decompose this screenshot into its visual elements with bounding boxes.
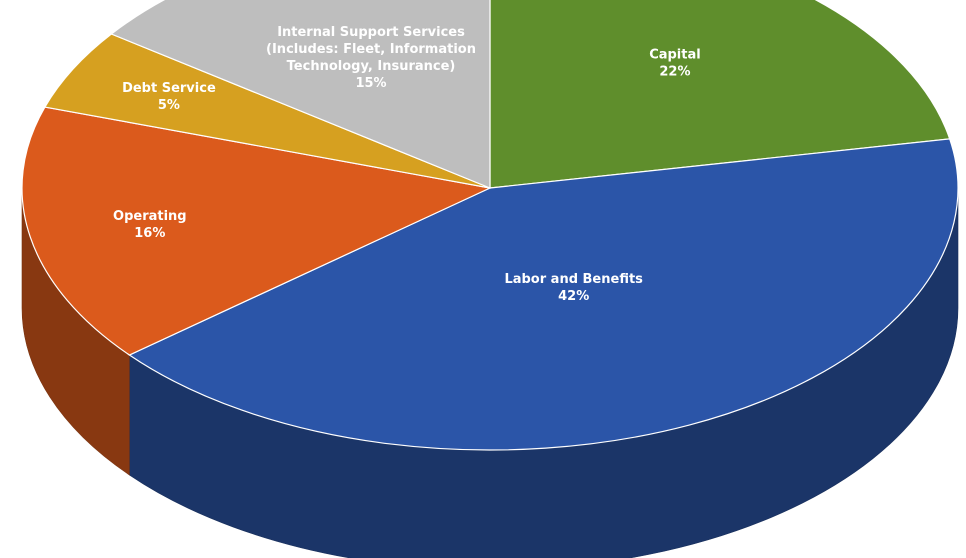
pie-labels: Capital 22% Labor and Benefits 42% Operating… xyxy=(113,25,701,304)
pie-slice-internal-support-services xyxy=(110,0,491,189)
slice-value-label: 15% xyxy=(355,76,386,91)
slice-value-label: 22% xyxy=(659,64,690,79)
slice-name-line: Capital xyxy=(649,47,701,62)
pie-slice-debt-service xyxy=(43,33,491,189)
slice-label-labor-and-benefits: Labor and Benefits 42% xyxy=(504,272,643,304)
slice-name-line: Internal Support Services xyxy=(277,25,465,40)
slice-name-line: Debt Service xyxy=(122,81,216,96)
slice-name-line: Operating xyxy=(113,209,187,224)
pie-slice-labor-and-benefits xyxy=(128,138,959,451)
slice-value-label: 16% xyxy=(134,226,165,241)
slice-label-internal-support-services: Internal Support Services (Includes: Flee… xyxy=(266,25,476,91)
pie-slice-capital xyxy=(489,0,951,189)
slice-label-debt-service: Debt Service 5% xyxy=(122,81,216,113)
slice-value-label: 42% xyxy=(558,289,589,304)
slice-label-operating: Operating 16% xyxy=(113,209,187,241)
slice-name-line: (Includes: Fleet, Information xyxy=(266,42,476,57)
pie-top-faces xyxy=(21,0,959,451)
pie-slice-operating xyxy=(21,106,492,356)
slice-value-label: 5% xyxy=(158,98,180,113)
slice-label-capital: Capital 22% xyxy=(649,47,701,79)
slice-name-line: Technology, Insurance) xyxy=(287,59,456,74)
slice-name-line: Labor and Benefits xyxy=(504,272,643,287)
